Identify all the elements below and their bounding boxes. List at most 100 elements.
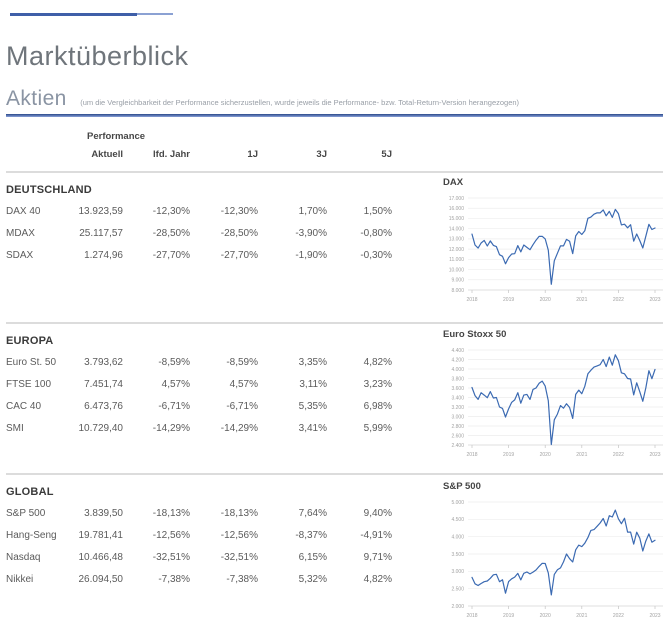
cell-value: -6,71% bbox=[226, 400, 258, 412]
svg-text:16.000: 16.000 bbox=[449, 206, 465, 212]
svg-text:3.000: 3.000 bbox=[451, 569, 464, 575]
cell-value: -4,91% bbox=[360, 529, 392, 541]
svg-text:2020: 2020 bbox=[540, 613, 551, 619]
cell-value: 4,57% bbox=[161, 378, 190, 390]
svg-text:4.000: 4.000 bbox=[451, 367, 464, 373]
cell-value: 6,98% bbox=[363, 400, 392, 412]
table-row: S&P 500 3.839,50 -18,13% -18,13% 7,64% 9,40% bbox=[6, 502, 398, 524]
cell-value: 9,71% bbox=[363, 551, 392, 563]
section-header: DEUTSCHLAND bbox=[6, 184, 92, 196]
chart-plot: 2.000 2.500 3.000 3.500 4.000 4.500 5.000 2018 2… bbox=[451, 500, 663, 619]
horizontal-separator bbox=[6, 171, 663, 173]
cell-value: -12,30% bbox=[152, 205, 190, 217]
svg-text:2020: 2020 bbox=[540, 452, 551, 458]
svg-text:2022: 2022 bbox=[613, 452, 624, 458]
cell-value: 5,32% bbox=[298, 573, 327, 585]
chart-s-p-500: S&P 500 2.000 2.500 3.000 3.500 4.000 4.500 5.0… bbox=[443, 481, 667, 628]
cell-value: 19.781,41 bbox=[78, 529, 124, 541]
table-row: DAX 40 13.923,59 -12,30% -12,30% 1,70% 1,50% bbox=[6, 200, 398, 222]
section-heading: Aktien (um die Vergleichbarkeit der Perf… bbox=[6, 87, 519, 111]
svg-text:2.500: 2.500 bbox=[451, 586, 464, 592]
svg-text:2021: 2021 bbox=[576, 452, 587, 458]
cell-value: 3.793,62 bbox=[84, 356, 123, 368]
svg-text:2020: 2020 bbox=[540, 297, 551, 303]
table-row: Hang-Seng 19.781,41 -12,56% -12,56% -8,37% -4… bbox=[6, 524, 398, 546]
svg-text:8.000: 8.000 bbox=[451, 288, 464, 294]
cell-value: -12,56% bbox=[220, 529, 258, 541]
cell-value: -14,29% bbox=[152, 422, 190, 434]
cell-value: -3,90% bbox=[295, 227, 327, 239]
cell-value: 4,57% bbox=[229, 378, 258, 390]
svg-text:2021: 2021 bbox=[576, 297, 587, 303]
column-header: lfd. Jahr bbox=[153, 149, 190, 160]
cell-value: -27,70% bbox=[152, 249, 190, 261]
index-name: Nasdaq bbox=[6, 551, 41, 563]
section-header: GLOBAL bbox=[6, 486, 54, 498]
cell-value: 3,11% bbox=[299, 378, 327, 390]
table-row: CAC 40 6.473,76 -6,71% -6,71% 5,35% 6,98% bbox=[6, 395, 398, 417]
cell-value: 7.451,74 bbox=[84, 378, 123, 390]
svg-text:3.000: 3.000 bbox=[451, 414, 464, 420]
column-header: 3J bbox=[316, 149, 327, 160]
section-europa: EUROPA Euro St. 50 3.793,62 -8,59% -8,59% 3,3… bbox=[6, 334, 398, 439]
svg-text:2023: 2023 bbox=[649, 613, 660, 619]
cell-value: 13.923,59 bbox=[78, 205, 124, 217]
svg-text:2022: 2022 bbox=[613, 297, 624, 303]
cell-value: -27,70% bbox=[220, 249, 258, 261]
cell-value: -8,37% bbox=[295, 529, 327, 541]
cell-value: 1,70% bbox=[298, 205, 327, 217]
table-row: Euro St. 50 3.793,62 -8,59% -8,59% 3,35% 4,82… bbox=[6, 351, 398, 373]
cell-value: -7,38% bbox=[226, 573, 258, 585]
svg-text:10.000: 10.000 bbox=[449, 267, 465, 273]
cell-value: 10.729,40 bbox=[78, 422, 124, 434]
cell-value: 5,35% bbox=[298, 400, 327, 412]
section-deutschland: DEUTSCHLAND DAX 40 13.923,59 -12,30% -12,30%… bbox=[6, 183, 398, 266]
cell-value: 25.117,57 bbox=[79, 227, 123, 239]
svg-text:4.200: 4.200 bbox=[451, 357, 464, 363]
cell-value: -12,30% bbox=[220, 205, 258, 217]
svg-text:2.600: 2.600 bbox=[451, 433, 464, 439]
svg-text:5.000: 5.000 bbox=[451, 500, 464, 506]
svg-text:12.000: 12.000 bbox=[449, 247, 465, 253]
svg-text:15.000: 15.000 bbox=[449, 216, 465, 222]
cell-value: -1,90% bbox=[295, 249, 327, 261]
svg-text:3.400: 3.400 bbox=[451, 395, 464, 401]
cell-value: 3,41% bbox=[298, 422, 327, 434]
svg-text:11.000: 11.000 bbox=[449, 257, 464, 263]
svg-text:2023: 2023 bbox=[649, 452, 660, 458]
table-row: MDAX 25.117,57 -28,50% -28,50% -3,90% -0,80% bbox=[6, 222, 398, 244]
svg-text:13.000: 13.000 bbox=[449, 237, 465, 243]
table-header: Performance Aktuell lfd. Jahr 1J 3J 5J bbox=[6, 131, 392, 160]
brand-line-dark-segment bbox=[10, 13, 137, 16]
cell-value: 26.094,50 bbox=[78, 573, 124, 585]
index-name: Euro St. 50 bbox=[6, 356, 57, 368]
cell-value: -0,80% bbox=[360, 227, 392, 239]
cell-value: 6,15% bbox=[298, 551, 327, 563]
chart-dax: DAX 8.000 9.000 10.000 11.000 12.000 13.000 14.… bbox=[443, 177, 667, 312]
svg-text:4.400: 4.400 bbox=[451, 348, 464, 354]
column-header-spacer bbox=[6, 149, 66, 160]
index-name: FTSE 100 bbox=[6, 378, 52, 390]
column-header: 1J bbox=[247, 149, 258, 160]
cell-value: -6,71% bbox=[158, 400, 190, 412]
cell-value: 3.839,50 bbox=[84, 507, 123, 519]
cell-value: -8,59% bbox=[226, 356, 258, 368]
cell-value: -18,13% bbox=[220, 507, 258, 519]
cell-value: -8,59% bbox=[158, 356, 190, 368]
cell-value: -18,13% bbox=[152, 507, 190, 519]
column-header-row: Aktuell lfd. Jahr 1J 3J 5J bbox=[6, 149, 392, 160]
cell-value: -12,56% bbox=[152, 529, 190, 541]
brand-line-light-segment bbox=[137, 13, 173, 15]
svg-text:9.000: 9.000 bbox=[451, 278, 464, 284]
column-header: 5J bbox=[381, 149, 392, 160]
index-name: MDAX bbox=[6, 227, 35, 239]
svg-text:3.800: 3.800 bbox=[451, 376, 464, 382]
svg-text:2018: 2018 bbox=[466, 613, 477, 619]
performance-group-label: Performance bbox=[87, 131, 146, 142]
cell-value: -7,38% bbox=[158, 573, 190, 585]
svg-text:2.800: 2.800 bbox=[451, 424, 464, 430]
table-row: SMI 10.729,40 -14,29% -14,29% 3,41% 5,99% bbox=[6, 417, 398, 439]
svg-text:2.400: 2.400 bbox=[451, 443, 464, 449]
svg-text:2.000: 2.000 bbox=[451, 604, 464, 610]
chart-title: Euro Stoxx 50 bbox=[443, 329, 507, 340]
